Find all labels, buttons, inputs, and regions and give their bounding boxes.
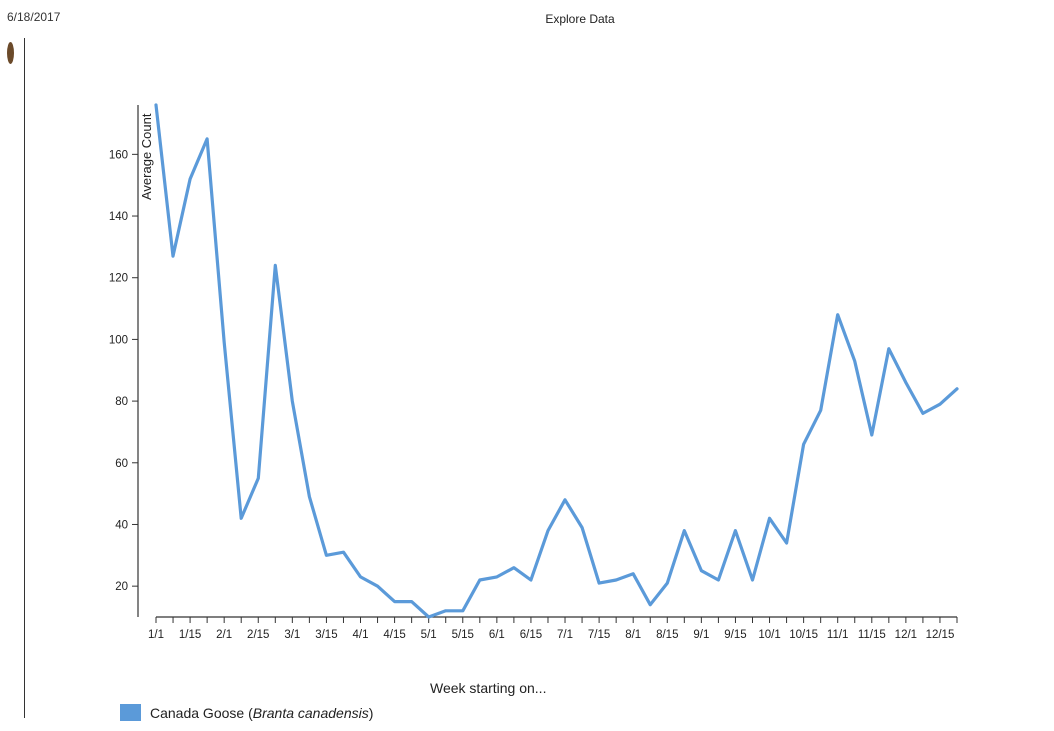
- page-margin-rule: [24, 38, 25, 718]
- print-date: 6/18/2017: [7, 10, 61, 24]
- legend-scientific-name: Branta canadensis: [252, 704, 369, 721]
- x-tick-label: 11/15: [858, 629, 886, 641]
- x-tick-label: 6/1: [489, 629, 505, 641]
- x-tick-label: 8/15: [656, 629, 678, 641]
- x-tick-label: 1/15: [179, 629, 201, 641]
- legend-swatch: [120, 704, 141, 721]
- x-tick-label: 2/1: [216, 629, 232, 641]
- series-line-0: [154, 103, 959, 619]
- y-axis-label: Average Count: [139, 113, 154, 200]
- y-tick-label: 120: [109, 273, 128, 285]
- x-axis: 1/1 1/15 2/1 2/15 3/1 3/15 4/1 4/15 5/1 5/15 6/1 6/…: [148, 616, 958, 641]
- x-tick-label: 3/15: [315, 629, 337, 641]
- page-title: Explore Data: [545, 12, 615, 26]
- x-tick-label: 12/15: [926, 629, 955, 641]
- x-tick-label: 5/1: [421, 629, 437, 641]
- x-tick-label: 4/15: [383, 629, 405, 641]
- x-tick-label: 7/15: [588, 629, 610, 641]
- x-tick-label: 9/1: [693, 629, 709, 641]
- legend-scientific-open: (: [248, 704, 253, 721]
- x-tick-label: 11/1: [827, 629, 849, 641]
- x-tick-label: 8/1: [625, 629, 641, 641]
- y-tick-label: 160: [109, 149, 128, 161]
- y-axis: 20 40 60 80 100 120 140 160: [109, 105, 139, 617]
- series-group: [154, 103, 959, 619]
- x-tick-label: 6/15: [520, 629, 542, 641]
- x-tick-label: 9/15: [724, 629, 746, 641]
- y-tick-label: 100: [109, 334, 128, 346]
- x-tick-label: 7/1: [557, 629, 573, 641]
- x-tick-label: 2/15: [247, 629, 269, 641]
- x-tick-label: 10/15: [789, 629, 818, 641]
- x-tick-label: 1/1: [148, 629, 164, 641]
- y-tick-label: 40: [115, 519, 128, 531]
- x-tick-label: 4/1: [353, 629, 369, 641]
- y-tick-label: 140: [109, 211, 128, 223]
- scan-mark: [7, 42, 14, 64]
- x-tick-label: 10/1: [758, 629, 780, 641]
- y-tick-label: 80: [115, 396, 128, 408]
- legend-scientific-close: ): [368, 704, 374, 721]
- x-tick-label: 12/1: [895, 629, 917, 641]
- legend-common-name: Canada Goose: [150, 704, 245, 721]
- legend: Canada Goose (Branta canadensis): [120, 704, 373, 721]
- y-tick-label: 60: [115, 458, 128, 470]
- x-axis-label: Week starting on...: [430, 680, 547, 696]
- legend-label: Canada Goose (Branta canadensis): [150, 705, 373, 721]
- y-tick-label: 20: [115, 581, 128, 593]
- x-tick-label: 3/1: [284, 629, 300, 641]
- x-tick-label: 5/15: [452, 629, 474, 641]
